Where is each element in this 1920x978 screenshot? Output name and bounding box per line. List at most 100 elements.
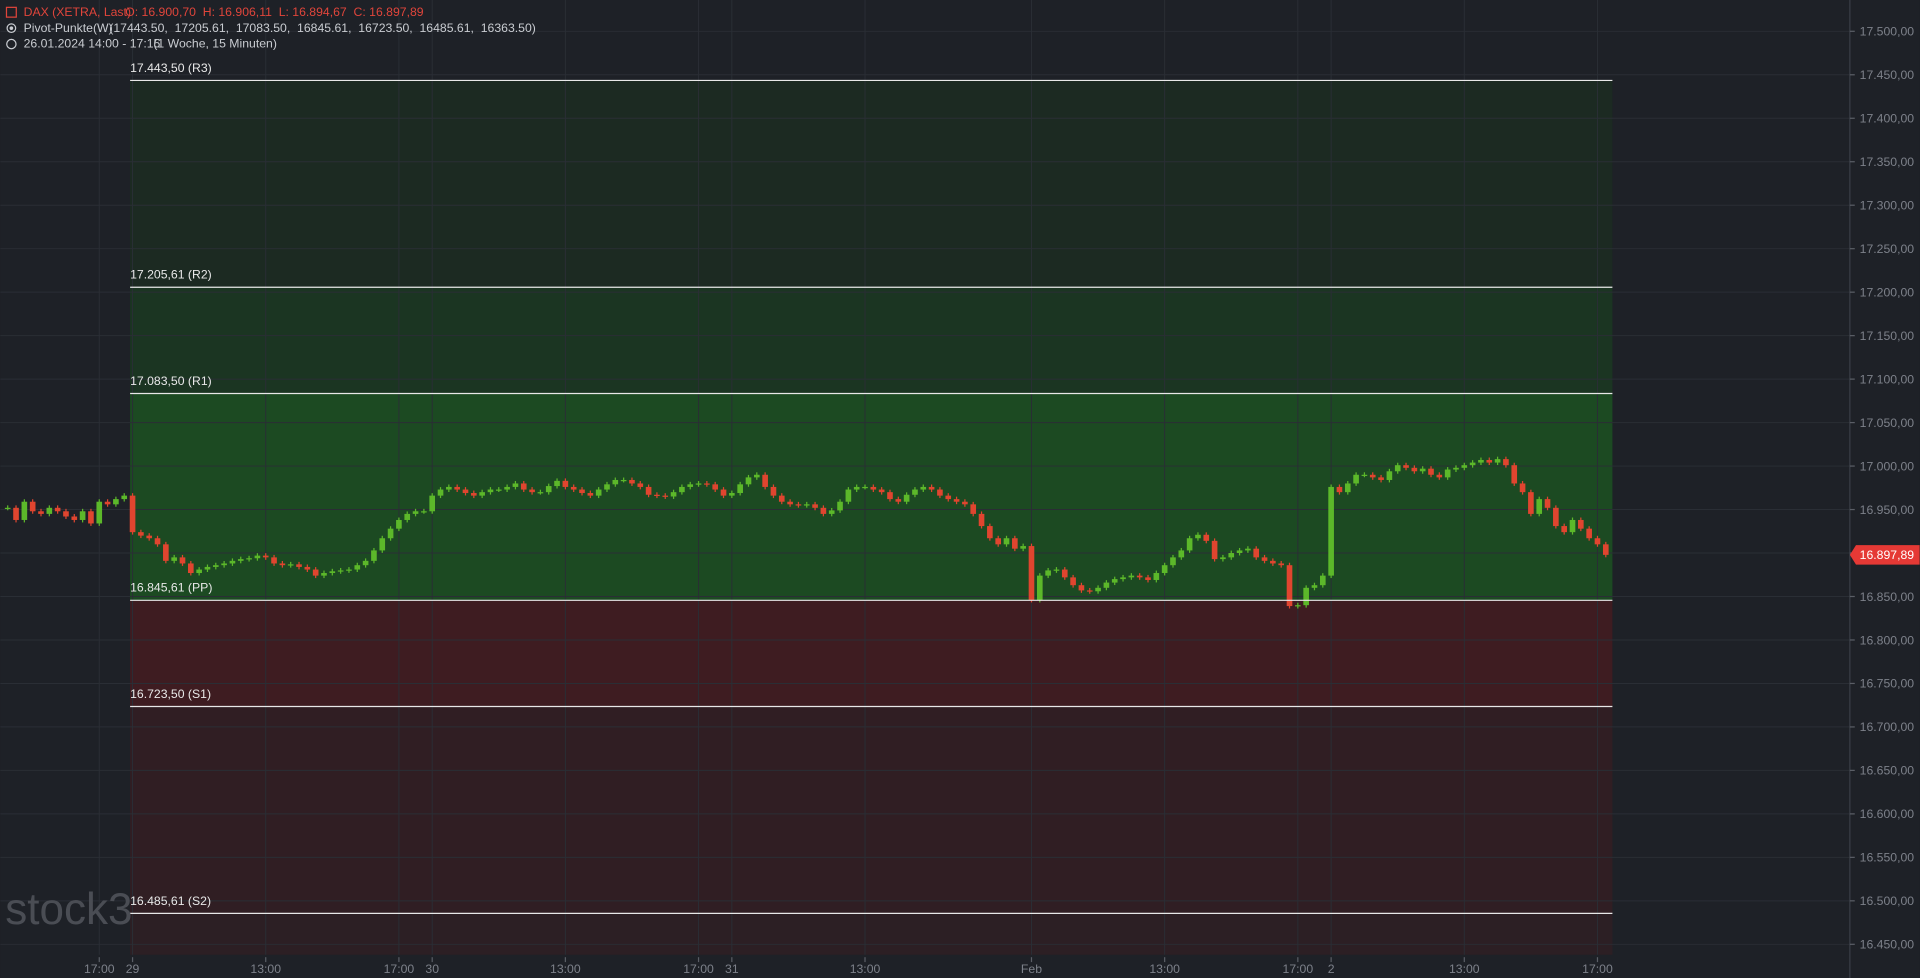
candle (579, 489, 585, 494)
candle (29, 501, 36, 512)
y-tick-label: 17.400,00 (1860, 112, 1915, 126)
candle (853, 486, 860, 490)
candle (1195, 534, 1201, 539)
candle (1602, 544, 1609, 555)
candle (296, 564, 302, 567)
zones (130, 80, 1613, 955)
y-tick-label: 16.600,00 (1860, 807, 1915, 821)
candle (745, 477, 752, 485)
candle (321, 573, 327, 576)
candle (1145, 577, 1151, 580)
candle (1328, 486, 1334, 576)
candle (504, 486, 510, 490)
candle (679, 486, 685, 493)
candle (429, 495, 436, 512)
candle (1444, 469, 1451, 478)
candle (1278, 563, 1285, 566)
candle (1361, 474, 1368, 476)
x-tick-label: 13:00 (1449, 962, 1480, 976)
candle (13, 507, 19, 520)
candle (1020, 546, 1026, 549)
candle (1528, 492, 1534, 514)
candle (920, 486, 927, 490)
candle (820, 507, 827, 514)
y-tick-label: 17.250,00 (1860, 242, 1915, 256)
candle (362, 560, 369, 566)
indicator-icon-dot (9, 26, 14, 30)
candle (437, 489, 444, 496)
x-tick-label: 17:00 (1283, 962, 1314, 976)
candle (928, 486, 935, 490)
candle (862, 486, 868, 489)
x-tick-label: 17:00 (1582, 962, 1613, 976)
candle (304, 566, 311, 570)
candle (21, 501, 28, 520)
candle (471, 493, 477, 496)
candle (1486, 459, 1493, 463)
candle (570, 486, 577, 490)
candle (329, 571, 336, 574)
y-tick-label: 16.800,00 (1860, 633, 1915, 647)
x-tick-label: Feb (1021, 962, 1042, 976)
candle (1028, 546, 1035, 600)
candle (4, 507, 11, 510)
candle (778, 495, 785, 502)
candle (1594, 538, 1601, 545)
candle (770, 486, 777, 496)
candle (1503, 459, 1509, 466)
y-tick-label: 17.000,00 (1860, 459, 1915, 473)
x-tick-label: 30 (425, 962, 439, 976)
x-tick-label: 2 (1328, 962, 1335, 976)
candle (978, 513, 985, 527)
candle (1469, 462, 1476, 466)
x-tick-label: 29 (126, 962, 140, 976)
y-tick-label: 17.200,00 (1860, 285, 1915, 299)
candle (212, 565, 219, 567)
candle (870, 486, 877, 490)
y-tick-label: 17.100,00 (1860, 372, 1915, 386)
candle (1553, 507, 1559, 527)
candle (254, 555, 261, 559)
candle (512, 483, 519, 487)
pivot-label: 17.083,50 (R1) (130, 374, 212, 388)
candle (687, 484, 694, 487)
candle (1203, 534, 1210, 541)
candle (987, 526, 993, 539)
candle (695, 483, 702, 485)
candle (812, 504, 818, 508)
candle (637, 483, 644, 487)
x-tick-label: 17:00 (84, 962, 115, 976)
candle (1319, 575, 1326, 586)
candle (787, 501, 793, 505)
candle (1561, 526, 1567, 533)
candle (795, 504, 802, 506)
candle (1161, 565, 1168, 574)
pivot-zone (130, 913, 1613, 955)
candle (196, 569, 202, 574)
candle (246, 558, 252, 560)
candle (995, 538, 1002, 545)
candle (1311, 585, 1318, 588)
y-tick-label: 16.950,00 (1860, 503, 1915, 517)
candle (63, 511, 69, 517)
y-tick-label: 16.700,00 (1860, 720, 1915, 734)
candle (79, 511, 86, 520)
candle (1003, 538, 1010, 545)
x-tick-label: 17:00 (384, 962, 415, 976)
candle (670, 492, 677, 497)
candle (154, 538, 161, 545)
y-tick-label: 17.450,00 (1860, 68, 1915, 82)
candle (1103, 582, 1110, 588)
last-price-label: 16.897,89 (1860, 548, 1915, 562)
candle (1303, 587, 1309, 606)
candle (54, 507, 61, 512)
candle (545, 486, 552, 493)
pivot-label: 17.443,50 (R3) (130, 61, 212, 75)
candle (529, 489, 535, 493)
candle (1419, 468, 1426, 472)
candle (1436, 474, 1443, 478)
candle (1369, 474, 1376, 478)
candle (38, 511, 44, 514)
x-tick-label: 13:00 (250, 962, 281, 976)
candle (179, 557, 186, 564)
